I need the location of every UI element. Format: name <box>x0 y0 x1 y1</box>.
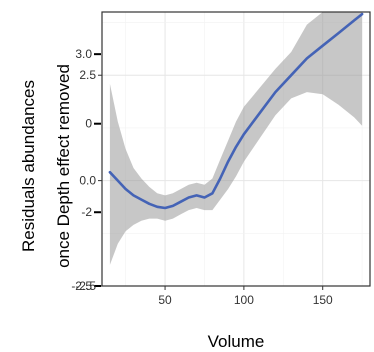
x-axis-title: Volume <box>208 332 265 351</box>
confidence-band <box>109 12 363 265</box>
y-overlay-tick-label: 3.0 <box>75 47 92 61</box>
axis-ticks <box>94 53 324 290</box>
tick-labels: 50 100 150 -2.5 0.0 2.5 -2.5 -2 0 3.0 <box>71 47 333 307</box>
smooth-line <box>108 12 364 210</box>
y-overlay-tick-label: 0 <box>85 117 92 131</box>
y-tick-label: 0.0 <box>79 174 96 188</box>
panel-border <box>101 11 371 287</box>
y-overlay-tick-label: -2 <box>81 205 92 219</box>
x-tick-label: 50 <box>158 293 172 307</box>
y-axis-title-line-2: once Depth effect removed <box>54 64 73 268</box>
x-tick-label: 100 <box>234 293 254 307</box>
y-tick-label: -2.5 <box>75 279 96 293</box>
y-axis-title-line-1: Residuals abundances <box>19 80 38 252</box>
y-overlay-tick-label: -2.5 <box>71 279 92 293</box>
x-tick-label: 150 <box>313 293 333 307</box>
y-tick-label: 2.5 <box>79 68 96 82</box>
